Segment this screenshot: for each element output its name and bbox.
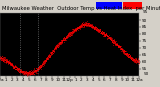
Text: 95: 95 <box>143 10 148 14</box>
Text: 50: 50 <box>143 72 148 76</box>
Text: Milwaukee Weather  Outdoor Temp vs Heat Index  per Minute  (24 Hours): Milwaukee Weather Outdoor Temp vs Heat I… <box>2 6 160 11</box>
